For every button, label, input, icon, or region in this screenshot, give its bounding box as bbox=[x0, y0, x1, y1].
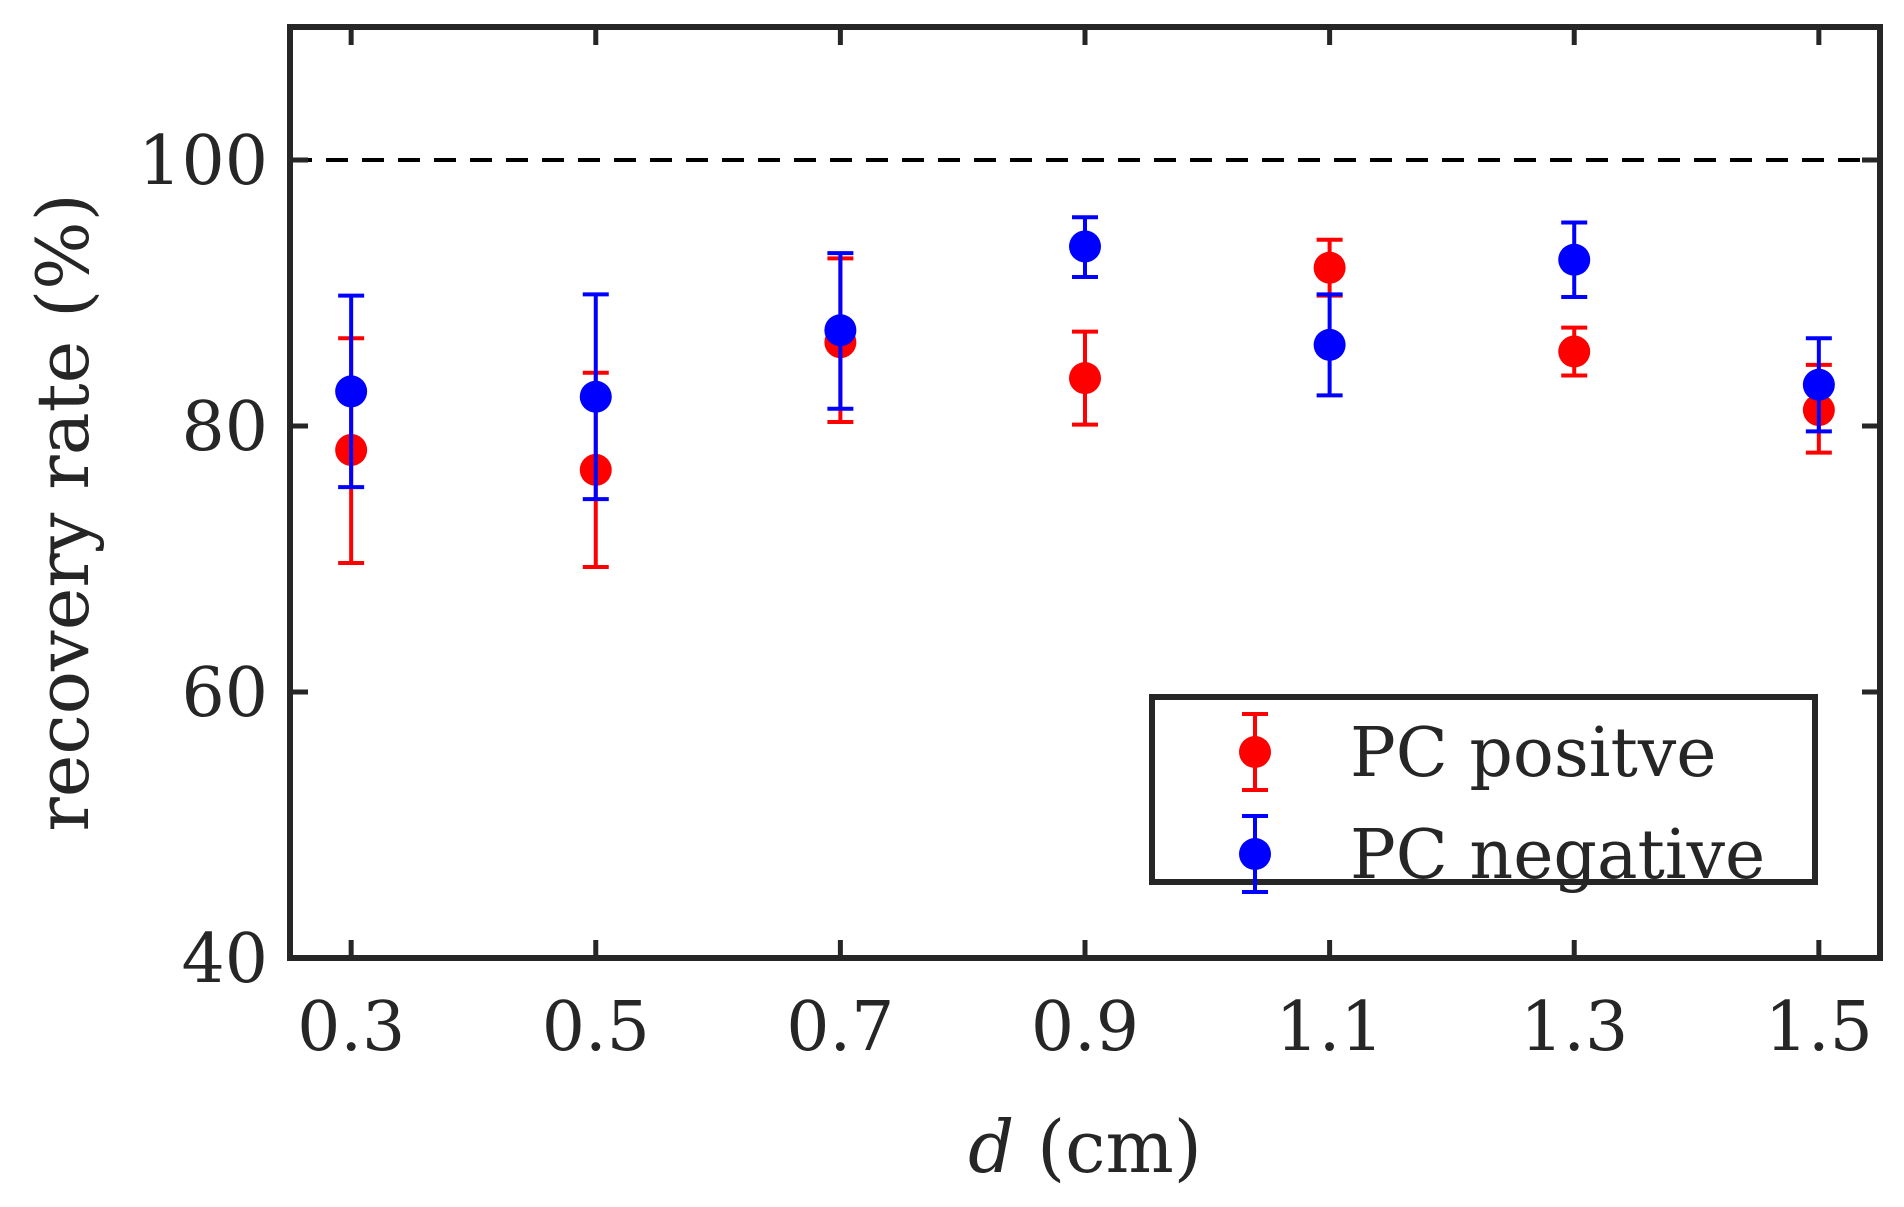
y-axis-label: recovery rate (%) bbox=[21, 193, 105, 831]
data-point bbox=[1313, 328, 1346, 361]
x-axis-variable: d bbox=[968, 1105, 1014, 1189]
y-tick-label: 60 bbox=[181, 654, 268, 733]
series-layer bbox=[335, 215, 1835, 569]
series-pc-positive bbox=[335, 237, 1835, 569]
legend: PC positve PC negative bbox=[1149, 694, 1818, 895]
legend-item-pc-negative: PC negative bbox=[1239, 814, 1765, 895]
data-point bbox=[1069, 230, 1101, 263]
legend-marker bbox=[1239, 736, 1271, 768]
data-point bbox=[1313, 251, 1346, 284]
data-point bbox=[1802, 368, 1835, 401]
data-point bbox=[824, 314, 857, 347]
x-axis-label: d (cm) bbox=[968, 1105, 1202, 1189]
legend-label: PC positve bbox=[1350, 714, 1717, 793]
data-point bbox=[335, 375, 368, 408]
data-point bbox=[579, 380, 612, 413]
x-axis-unit: (cm) bbox=[1014, 1105, 1202, 1189]
legend-label: PC negative bbox=[1350, 816, 1765, 895]
data-point bbox=[1069, 362, 1101, 395]
legend-item-pc-positive: PC positve bbox=[1239, 712, 1717, 793]
y-tick-label: 80 bbox=[181, 388, 268, 467]
legend-marker bbox=[1239, 838, 1271, 870]
x-tick-label: 1.5 bbox=[1765, 988, 1873, 1067]
data-point bbox=[1558, 243, 1591, 276]
x-tick-label: 0.5 bbox=[542, 988, 650, 1067]
y-tick-label: 100 bbox=[138, 122, 268, 201]
data-point bbox=[1558, 335, 1591, 368]
x-tick-label: 0.3 bbox=[297, 988, 405, 1067]
y-tick-label: 40 bbox=[181, 920, 268, 999]
x-tick-label: 0.9 bbox=[1031, 988, 1139, 1067]
axes-layer: 0.3 0.5 0.7 0.9 1.1 1.3 1.5 40 60 80 100 d (cm) reco… bbox=[21, 24, 1883, 1189]
x-tick-label: 1.1 bbox=[1276, 988, 1384, 1067]
x-tick-label: 1.3 bbox=[1520, 988, 1628, 1067]
series-pc-negative bbox=[335, 215, 1835, 502]
x-tick-label: 0.7 bbox=[786, 988, 894, 1067]
